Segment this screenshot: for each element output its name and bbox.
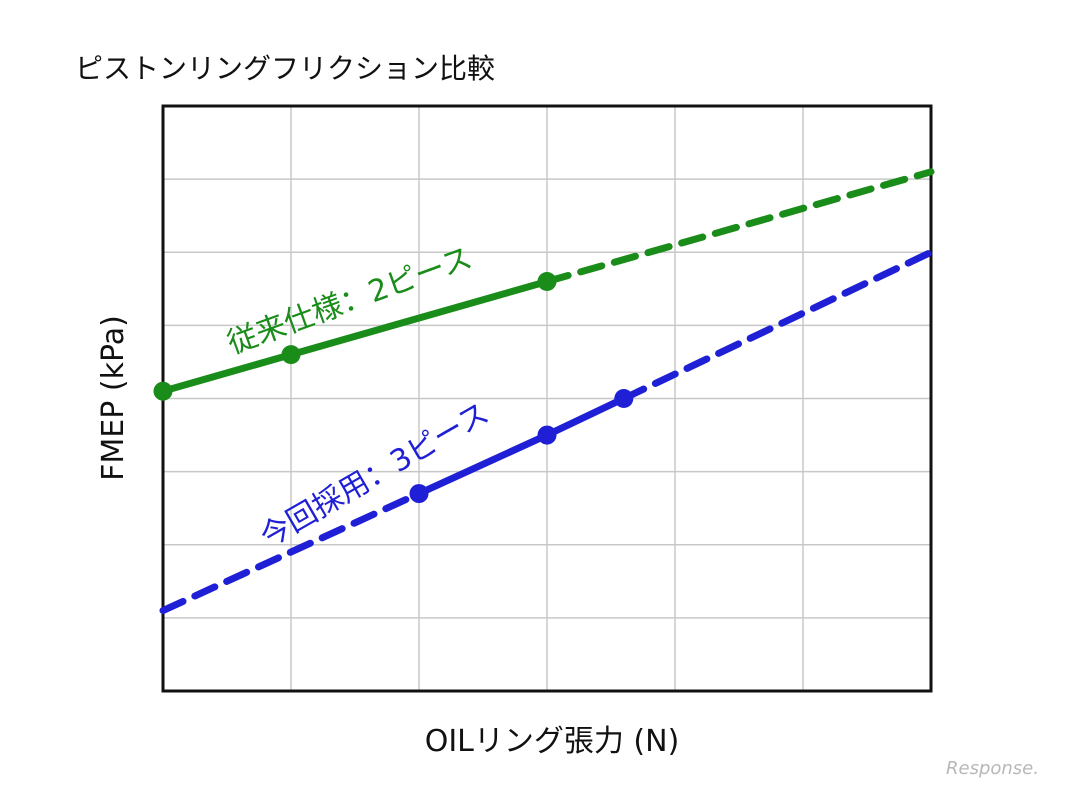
grid-layer (163, 106, 931, 691)
blue-point-2 (614, 389, 634, 408)
blue-dashed-line-left (159, 490, 423, 615)
blue-point-1 (537, 425, 557, 445)
series-label-green: 従来仕様：2ピース (223, 241, 477, 362)
blue-dashed-line-right (620, 248, 935, 402)
series-layer (153, 168, 935, 615)
green-point-2 (537, 272, 557, 291)
x-axis-label: OILリング張力 (N) (425, 724, 680, 759)
chart-title: ピストンリングフリクション比較 (75, 52, 495, 85)
blue-point-0 (409, 484, 429, 504)
y-axis-label: FMEP (kPa) (96, 315, 131, 481)
green-point-0 (153, 381, 173, 401)
green-point-1 (281, 345, 301, 365)
green-dashed-extension-line (543, 168, 935, 285)
watermark-text: Response. (946, 758, 1039, 779)
